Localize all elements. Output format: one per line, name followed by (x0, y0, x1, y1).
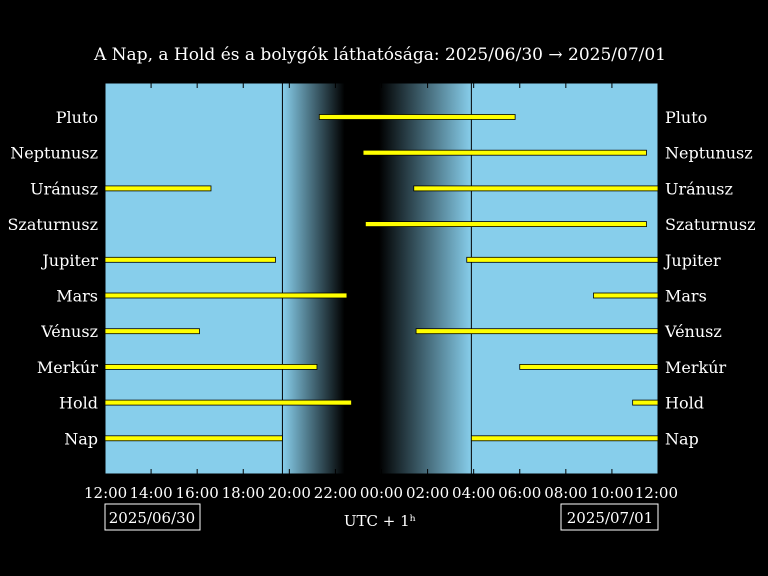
tick-label-7: 02:00 (406, 484, 449, 502)
visibility-bar-mars-2 (593, 292, 659, 299)
visibility-bar-pluto-1 (318, 114, 516, 120)
tick-label-0: 12:00 (84, 484, 127, 502)
visibility-bar-venusz-1 (104, 328, 200, 335)
tick-label-5: 22:00 (314, 484, 357, 502)
visibility-bar-uranusz-1 (104, 185, 212, 192)
visibility-bar-szaturnusz-1 (364, 221, 647, 228)
date-right-label: 2025/07/01 (567, 509, 653, 527)
body-labels-right: Pluto Neptunusz Uránusz Szaturnusz Jupiter Ma… (663, 108, 756, 448)
date-right-box (560, 503, 659, 531)
body-label-left-nap: Nap (64, 429, 98, 448)
x-axis-label: UTC + 1ʰ (344, 512, 416, 530)
body-label-right-jupiter: Jupiter (663, 251, 721, 270)
visibility-bar-jupiter-2 (466, 256, 659, 263)
body-label-left-venusz: Vénusz (40, 322, 98, 341)
body-label-right-merkur: Merkúr (665, 358, 727, 377)
body-label-right-neptunusz: Neptunusz (665, 144, 753, 163)
body-label-right-szaturnusz: Szaturnusz (665, 215, 756, 234)
body-label-right-uranusz: Uránusz (665, 179, 733, 198)
visibility-bar-jupiter-1 (104, 256, 276, 263)
body-label-right-venusz: Vénusz (664, 322, 722, 341)
tick-label-12: 12:00 (635, 484, 678, 502)
visibility-bar-mars-1 (104, 292, 348, 299)
tick-label-9: 06:00 (498, 484, 541, 502)
tick-label-10: 08:00 (544, 484, 587, 502)
body-label-left-szaturnusz: Szaturnusz (7, 215, 98, 234)
visibility-bars (104, 114, 659, 442)
visibility-bar-hold-1 (104, 399, 352, 406)
visibility-bar-merkur-2 (519, 363, 659, 370)
body-labels-left: Pluto Neptunusz Uránusz Szaturnusz Jupiter Ma… (7, 108, 98, 448)
visibility-bar-nap-2 (470, 435, 659, 442)
body-label-left-mars: Mars (56, 287, 98, 306)
tick-label-4: 20:00 (268, 484, 311, 502)
visibility-bar-uranusz-2 (413, 185, 659, 192)
tick-label-2: 16:00 (176, 484, 219, 502)
date-left-box (104, 503, 201, 531)
visibility-bar-merkur-1 (104, 363, 318, 370)
tick-label-3: 18:00 (222, 484, 265, 502)
visibility-bar-neptunusz-1 (362, 149, 647, 156)
tick-label-11: 10:00 (590, 484, 633, 502)
body-label-left-neptunusz: Neptunusz (10, 144, 98, 163)
chart-title: A Nap, a Hold és a bolygók láthatósága: … (93, 45, 666, 65)
visibility-bar-venusz-2 (415, 328, 659, 335)
body-label-left-hold: Hold (59, 394, 98, 413)
body-label-right-mars: Mars (665, 287, 707, 306)
tick-label-8: 04:00 (452, 484, 495, 502)
body-label-right-pluto: Pluto (665, 108, 707, 127)
tick-label-6: 00:00 (360, 484, 403, 502)
date-left-label: 2025/06/30 (109, 509, 195, 527)
body-label-left-jupiter: Jupiter (40, 251, 98, 270)
body-label-left-uranusz: Uránusz (30, 179, 98, 198)
visibility-bar-nap-1 (104, 435, 283, 442)
tick-label-1: 14:00 (129, 484, 172, 502)
body-label-left-merkur: Merkúr (37, 358, 99, 377)
body-label-right-hold: Hold (665, 394, 704, 413)
body-label-right-nap: Nap (665, 429, 699, 448)
visibility-bar-hold-2 (632, 399, 659, 406)
body-label-left-pluto: Pluto (56, 108, 98, 127)
x-axis-ticks: 12:00 14:00 16:00 18:00 20:00 22:00 00:00 02:00… (84, 83, 678, 502)
plot-area (104, 82, 659, 475)
